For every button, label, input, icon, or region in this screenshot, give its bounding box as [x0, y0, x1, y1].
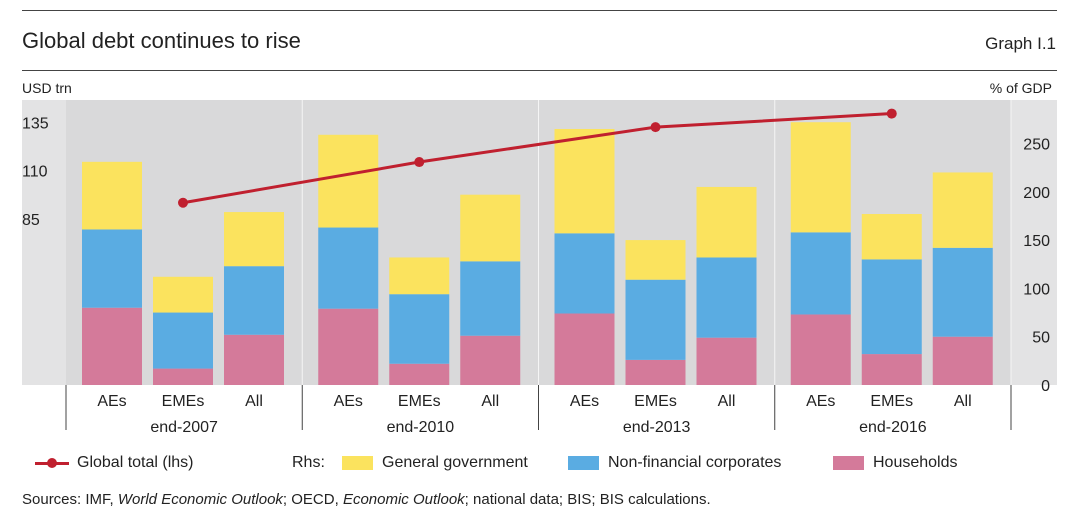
legend-line-marker-icon [35, 456, 69, 470]
bar-segment-non-financial-corporates [224, 266, 284, 335]
right-tick-label: 100 [1023, 281, 1050, 298]
left-tick-label: 85 [22, 212, 40, 229]
right-tick-label: 150 [1023, 233, 1050, 250]
category-tick-label: EMEs [162, 393, 205, 410]
group-tick-line [65, 385, 67, 430]
category-tick-label: All [245, 393, 263, 410]
bar-segment-general-government [460, 194, 521, 262]
bar-segment-general-government [554, 128, 615, 234]
group-tick-line [301, 385, 303, 430]
global-total-point [650, 122, 661, 133]
legend-swatch-non-financial-corporates [568, 456, 599, 470]
group-tick-line [538, 385, 539, 430]
bar-segment-non-financial-corporates [82, 229, 142, 308]
right-tick-label: 50 [1032, 330, 1050, 347]
bar-segment-households [460, 335, 521, 385]
category-tick-label: EMEs [634, 393, 677, 410]
category-tick-label: AEs [334, 393, 363, 410]
bar-segment-households [153, 368, 213, 385]
bar-segment-households [318, 308, 379, 385]
category-tick-label: AEs [806, 393, 835, 410]
chart-title: Global debt continues to rise [22, 28, 301, 53]
category-tick-label: EMEs [870, 393, 913, 410]
bar-segment-households [790, 314, 851, 385]
bar-segment-households [625, 359, 686, 385]
group-tick-label: end-2013 [623, 419, 691, 436]
bar-segment-non-financial-corporates [790, 232, 851, 315]
bar-segment-general-government [318, 134, 379, 228]
bar-segment-general-government [696, 186, 757, 258]
legend-rhs-label: Rhs: [292, 454, 325, 472]
group-tick-label: end-2007 [150, 419, 218, 436]
bar-segment-general-government [861, 214, 922, 260]
right-tick-label: 250 [1023, 136, 1050, 153]
legend-label-rhs: Rhs: [292, 454, 325, 471]
bar-segment-households [861, 354, 922, 385]
bar-segment-households [82, 307, 142, 385]
left-axis-title: USD trn [22, 80, 72, 96]
group-tick-label: end-2010 [387, 419, 455, 436]
category-tick-label: AEs [97, 393, 126, 410]
legend-item-general-government: General government [342, 454, 528, 472]
bar-segment-non-financial-corporates [625, 279, 686, 360]
bar-segment-households [932, 336, 993, 385]
bar-segment-non-financial-corporates [318, 227, 379, 309]
group-divider [538, 100, 539, 385]
global-total-point [414, 157, 425, 168]
category-tick-label: AEs [570, 393, 599, 410]
bar-segment-non-financial-corporates [932, 247, 993, 337]
bar-segment-households [554, 313, 615, 385]
sources-note: Sources: IMF, World Economic Outlook; OE… [22, 491, 711, 508]
bar-segment-non-financial-corporates [861, 259, 922, 355]
right-axis-title: % of GDP [990, 80, 1052, 96]
bar-segment-non-financial-corporates [389, 294, 450, 364]
legend-swatch-households [833, 456, 864, 470]
legend-label-households: Households [873, 454, 958, 471]
bar-segment-general-government [224, 212, 284, 267]
legend-label-global-total: Global total (lhs) [77, 454, 194, 471]
category-tick-label: All [718, 393, 736, 410]
bar-segment-general-government [932, 172, 993, 248]
graph-number: Graph I.1 [985, 34, 1056, 53]
group-divider [774, 100, 776, 385]
global-total-point [178, 197, 188, 208]
bar-segment-general-government [625, 240, 686, 280]
category-tick-label: All [481, 393, 499, 410]
stacked-bar-chart: USD trn % of GDP 135 110 85 250 200 150 100 50 0 AE… [22, 80, 1057, 436]
group-tick-label: end-2016 [859, 419, 927, 436]
bar-segment-general-government [790, 122, 851, 233]
legend-label-non-financial-corporates: Non-financial corporates [608, 454, 782, 471]
global-total-point [886, 108, 897, 119]
category-tick-label: All [954, 393, 972, 410]
left-tick-label: 135 [22, 115, 49, 132]
title-rule [22, 70, 1057, 71]
left-tick-label: 110 [22, 164, 48, 181]
bar-segment-general-government [389, 257, 450, 295]
group-divider [1010, 100, 1012, 385]
right-tick-label: 200 [1023, 185, 1050, 202]
bar-segment-non-financial-corporates [460, 261, 521, 336]
bar-segment-households [224, 334, 284, 385]
group-tick-line [774, 385, 776, 430]
bar-segment-non-financial-corporates [696, 257, 757, 338]
bar-segment-households [696, 337, 757, 385]
bar-segment-general-government [153, 276, 213, 313]
legend-swatch-general-government [342, 456, 373, 470]
global-total-line [182, 112, 892, 205]
top-rule [22, 10, 1057, 11]
legend-item-households: Households [833, 454, 958, 472]
category-tick-label: EMEs [398, 393, 441, 410]
group-divider [301, 100, 303, 385]
legend: Global total (lhs) Rhs: General governme… [22, 454, 1062, 476]
bar-segment-non-financial-corporates [153, 312, 213, 369]
bar-segment-non-financial-corporates [554, 233, 615, 314]
right-tick-label: 0 [1041, 378, 1050, 395]
group-tick-line [1010, 385, 1012, 430]
bar-segment-general-government [82, 161, 142, 230]
legend-item-global-total: Global total (lhs) [35, 454, 194, 472]
bar-segment-households [389, 363, 450, 385]
legend-label-general-government: General government [382, 454, 528, 471]
legend-item-non-financial-corporates: Non-financial corporates [568, 454, 781, 472]
